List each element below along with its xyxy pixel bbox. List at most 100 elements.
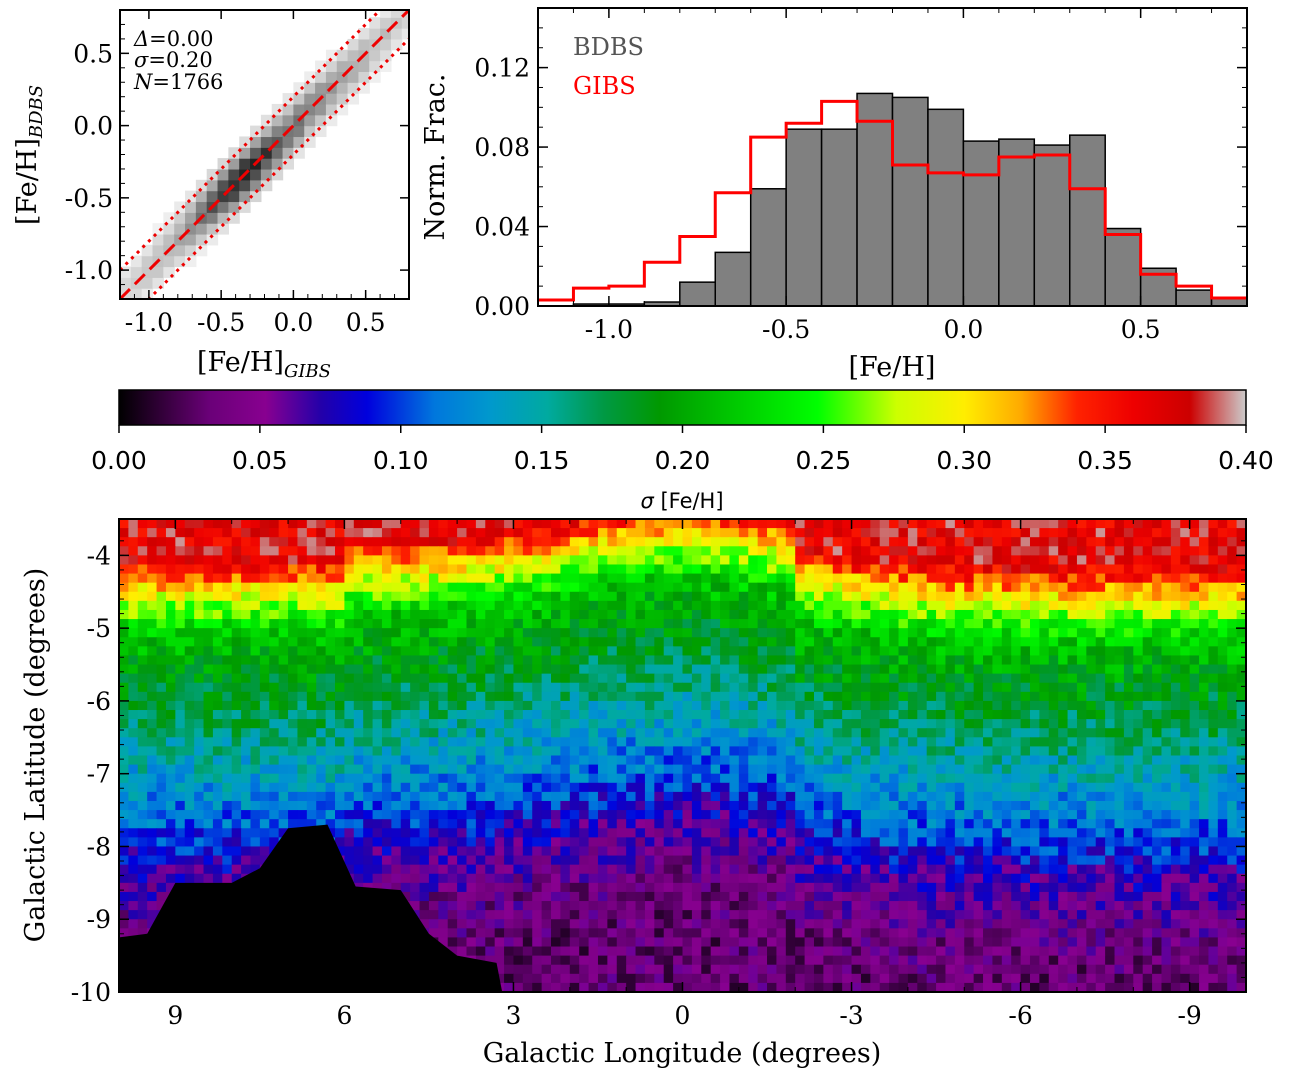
map-cell: [353, 755, 364, 766]
map-cell: [1076, 519, 1087, 529]
map-cell: [813, 764, 824, 775]
map-cell: [569, 691, 580, 702]
map-cell: [879, 591, 890, 602]
map-cell: [626, 682, 637, 693]
map-cell: [119, 646, 129, 656]
map-cell: [541, 564, 552, 575]
map-cell: [729, 782, 740, 793]
map-cell: [466, 728, 477, 738]
map-cell: [842, 609, 853, 620]
map-cell: [870, 773, 881, 784]
map-cell: [1217, 773, 1228, 784]
map-cell: [128, 600, 139, 611]
map-cell: [551, 664, 561, 675]
map-cell: [391, 846, 402, 857]
map-cell: [119, 710, 129, 720]
map-cell: [842, 855, 853, 866]
map-cell: [306, 564, 317, 575]
map-cell: [616, 682, 627, 693]
map-cell: [569, 782, 580, 793]
map-cell: [137, 555, 148, 565]
map-cell: [635, 691, 646, 702]
map-cell: [250, 837, 261, 847]
map-cell: [1161, 537, 1172, 547]
map-cell: [1161, 591, 1172, 602]
map-cell: [447, 619, 458, 629]
map-cell: [926, 800, 937, 811]
map-cell: [231, 700, 242, 711]
map-cell: [372, 764, 383, 775]
map-cell: [494, 573, 505, 584]
map-cell: [626, 646, 637, 656]
map-cell: [813, 782, 824, 793]
map-cell: [1039, 609, 1050, 620]
map-cell: [363, 810, 374, 820]
map-cell: [147, 546, 158, 556]
map-cell: [222, 528, 233, 538]
map-cell: [513, 628, 524, 638]
map-cell: [194, 655, 205, 666]
map-cell: [212, 537, 223, 547]
map-cell: [250, 546, 261, 556]
map-cell: [588, 682, 599, 693]
map-cell: [363, 764, 374, 775]
map-cell: [701, 519, 712, 529]
map-cell: [973, 609, 984, 620]
map-cell: [757, 800, 768, 811]
map-cell: [1048, 746, 1059, 756]
map-cell: [269, 746, 280, 756]
map-cell: [795, 646, 806, 656]
map-cell: [813, 800, 824, 811]
map-cell: [1152, 855, 1162, 866]
map-cell: [532, 546, 543, 556]
map-cell: [165, 582, 176, 593]
map-cell: [776, 691, 787, 702]
density-cell: [358, 60, 370, 73]
map-cell: [1227, 691, 1238, 702]
map-cell: [569, 637, 580, 647]
map-cell: [466, 864, 477, 875]
map-cell: [889, 546, 900, 556]
map-cell: [1086, 855, 1097, 866]
map-cell: [1152, 710, 1162, 720]
map-cell: [813, 600, 824, 611]
map-cell: [710, 673, 721, 684]
map-cell: [823, 764, 834, 775]
map-cell: [494, 600, 505, 611]
map-cell: [325, 673, 336, 684]
map-cell: [701, 646, 712, 656]
map-cell: [842, 800, 853, 811]
map-cell: [504, 828, 514, 838]
map-cell: [316, 764, 327, 775]
map-cell: [560, 719, 571, 729]
density-cell: [239, 147, 251, 159]
map-cell: [522, 782, 533, 793]
map-cell: [1170, 755, 1181, 766]
map-cell: [457, 800, 467, 811]
map-cell: [673, 628, 683, 638]
bdbs-bar: [785, 128, 823, 306]
map-cell: [522, 810, 533, 820]
map-cell: [297, 755, 308, 766]
map-cell: [898, 828, 909, 838]
map-cell: [165, 555, 176, 565]
map-cell: [720, 791, 730, 802]
map-cell: [813, 609, 824, 620]
map-cell: [973, 819, 984, 829]
map-cell: [851, 628, 862, 638]
map-cell: [344, 846, 355, 857]
map-cell: [184, 855, 195, 866]
map-cell: [325, 810, 336, 820]
map-cell: [851, 700, 862, 711]
map-cell: [1170, 564, 1181, 575]
map-cell: [551, 528, 561, 538]
map-cell: [729, 691, 740, 702]
map-cell: [1217, 591, 1228, 602]
map-cell: [522, 673, 533, 684]
map-cell: [832, 646, 843, 656]
map-cell: [1020, 755, 1031, 766]
map-cell: [137, 646, 148, 656]
map-cell: [419, 564, 430, 575]
map-cell: [1076, 773, 1087, 784]
map-cell: [391, 546, 402, 556]
